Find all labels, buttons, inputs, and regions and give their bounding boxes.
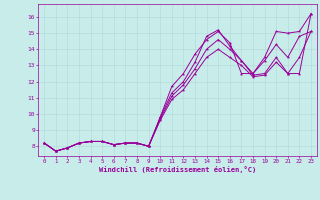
X-axis label: Windchill (Refroidissement éolien,°C): Windchill (Refroidissement éolien,°C): [99, 166, 256, 173]
